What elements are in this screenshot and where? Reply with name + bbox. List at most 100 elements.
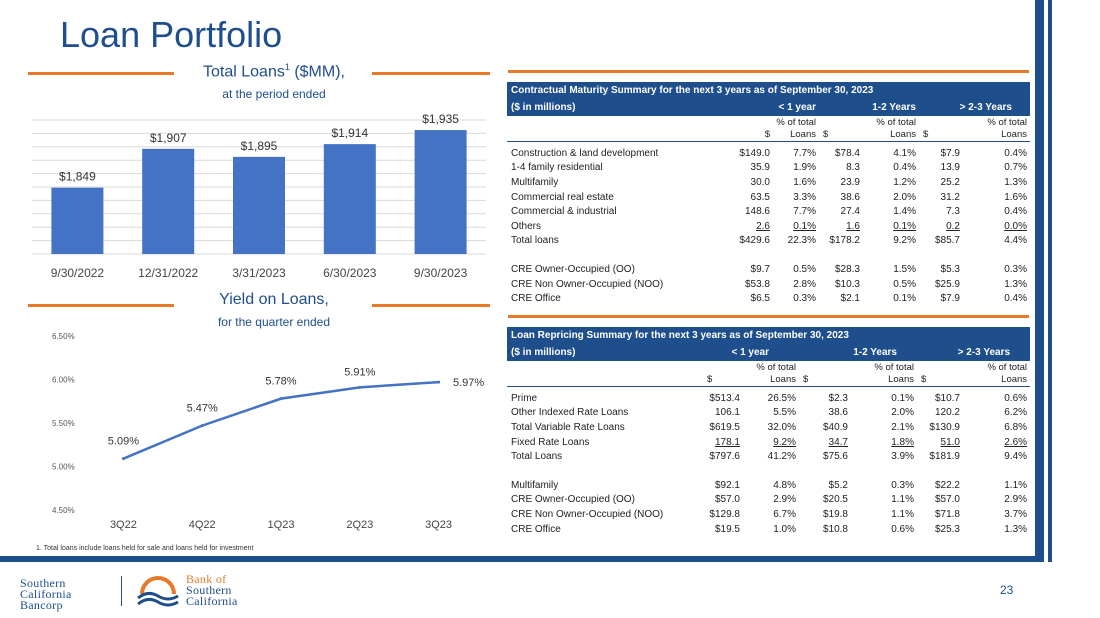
bar (323, 144, 376, 254)
southern-california-bancorp-logo: Southern California Bancorp (20, 576, 72, 611)
repricing-group-3: > 2-3 Years (917, 344, 1031, 361)
repricing-cre-cell: 2.9% (773, 494, 796, 506)
line-data-label: 5.91% (344, 366, 375, 378)
repricing-cre-cell: 6.7% (773, 508, 796, 520)
maturity-row: Total loans $429.6 22.3% $178.2 9.2% $85.7 4.4… (507, 234, 1030, 249)
maturity-cell: 63.5 (750, 191, 770, 203)
maturity-cell: 1.6% (1004, 191, 1027, 203)
x-tick-label: 9/30/2023 (414, 266, 468, 280)
repricing-cre-row: Multifamily $92.1 4.8% $5.2 0.3% $22.2 1.1% (507, 478, 1030, 493)
repricing-cell: 120.2 (934, 407, 960, 419)
repricing-cell: 41.2% (767, 451, 796, 463)
maturity-cre-row: CRE Office $6.5 0.3% $2.1 0.1% $7.9 0.4% (507, 291, 1030, 306)
bar (414, 130, 467, 254)
maturity-cre-cell: 1.5% (893, 263, 916, 275)
maturity-cell: $149.0 (739, 147, 770, 159)
logo-left-line1: Southern (20, 576, 66, 590)
maturity-cell: 1.6 (846, 220, 860, 232)
maturity-cre-row: CRE Owner-Occupied (OO) $9.7 0.5% $28.3 1.5%… (507, 262, 1030, 277)
y-tick-label: 4.50% (52, 506, 75, 515)
maturity-cell: 1.3% (1004, 176, 1027, 188)
line-data-label: 5.47% (187, 403, 218, 415)
maturity-cre-cell: 0.1% (893, 293, 916, 305)
footnote: 1. Total loans include loans held for sa… (36, 545, 254, 552)
repricing-cell: 9.2% (773, 436, 796, 448)
repricing-group-2: 1-2 Years (799, 344, 917, 361)
maturity-cell: 4.1% (893, 147, 916, 159)
repricing-cre-row-label: CRE Office (511, 523, 561, 535)
dollar-label: $ (919, 128, 963, 142)
yield-line-chart: 4.50% 5.00% 5.50% 6.00% 6.50% 5.09% 3Q22 5.47% 4… (52, 332, 484, 531)
yield-line (122, 380, 439, 460)
repricing-cre-row-label: Multifamily (511, 479, 559, 491)
repricing-row-label: Total Variable Rate Loans (511, 421, 625, 433)
repricing-cell: 0.1% (891, 392, 914, 404)
repricing-cell: 26.5% (767, 392, 796, 404)
maturity-cre-cell: $9.7 (750, 263, 770, 275)
repricing-row-label: Fixed Rate Loans (511, 436, 590, 448)
repricing-cre-cell: $57.0 (934, 494, 960, 506)
bar-data-label: $1,914 (331, 126, 368, 140)
bank-of-southern-california-logo: Bank of Southern California (186, 573, 238, 607)
x-tick-label: 12/31/2022 (138, 266, 198, 280)
maturity-cre-cell: $6.5 (750, 293, 770, 305)
maturity-cell: 0.4% (1004, 206, 1027, 218)
repricing-cell: 34.7 (828, 436, 848, 448)
pct-label-bottom: Loans (773, 128, 819, 142)
pct-label-bottom: Loans (743, 373, 799, 387)
repricing-cell: 178.1 (714, 436, 740, 448)
pct-label-top: % of total (987, 116, 1027, 128)
bar-data-label: $1,849 (59, 170, 96, 184)
total-loans-bar-chart: $1,849 9/30/2022 $1,907 12/31/2022 $1,895 3/3… (32, 112, 486, 280)
maturity-row-label: Construction & land development (511, 147, 659, 159)
repricing-cell: $40.9 (822, 421, 848, 433)
maturity-cell: 2.0% (893, 191, 916, 203)
maturity-cre-cell: 1.3% (1004, 278, 1027, 290)
maturity-table-title: Contractual Maturity Summary for the nex… (507, 82, 1030, 99)
maturity-cre-row-label: CRE Owner-Occupied (OO) (511, 263, 635, 275)
maturity-cre-cell: 0.5% (793, 263, 816, 275)
maturity-cell: 0.4% (1004, 147, 1027, 159)
pct-label-top: % of total (876, 116, 916, 128)
repricing-cell: 2.1% (891, 421, 914, 433)
logo-left-line2: California (20, 587, 72, 601)
repricing-row: Other Indexed Rate Loans 106.1 5.5% 38.6 2.0… (507, 406, 1030, 421)
maturity-cell: 38.6 (840, 191, 860, 203)
maturity-cre-cell: $53.8 (744, 278, 770, 290)
page-number: 23 (1000, 583, 1014, 597)
repricing-cell: 2.0% (891, 407, 914, 419)
maturity-table-unit: ($ in millions) (507, 99, 717, 116)
repricing-cell: $797.6 (709, 451, 740, 463)
accent-line-right-2 (372, 304, 490, 307)
footer-rule (0, 556, 1035, 562)
repricing-group-1: < 1 year (677, 344, 799, 361)
maturity-cre-row-label: CRE Office (511, 293, 561, 305)
repricing-cre-row: CRE Office $19.5 1.0% $10.8 0.6% $25.3 1.3% (507, 522, 1030, 537)
repricing-cre-cell: 1.1% (891, 508, 914, 520)
repricing-cell: $75.6 (822, 451, 848, 463)
pct-label-top: % of total (874, 361, 914, 373)
maturity-cell: 22.3% (787, 235, 816, 247)
maturity-row: 1-4 family residential 35.9 1.9% 8.3 0.4% 13.… (507, 161, 1030, 176)
maturity-cell: 35.9 (750, 162, 770, 174)
maturity-cre-row-label: CRE Non Owner-Occupied (NOO) (511, 278, 664, 290)
maturity-cre-cell: $28.3 (834, 263, 860, 275)
dollar-label: $ (799, 373, 851, 387)
repricing-summary-table: Loan Repricing Summary for the next 3 ye… (507, 327, 1031, 537)
maturity-cre-cell: $5.3 (940, 263, 960, 275)
maturity-cell: 0.4% (893, 162, 916, 174)
repricing-cell: $181.9 (929, 451, 960, 463)
maturity-cell: 3.3% (793, 191, 816, 203)
maturity-cell: 0.0% (1004, 220, 1027, 232)
repricing-cre-cell: 4.8% (773, 479, 796, 491)
maturity-row: Commercial & industrial 148.6 7.7% 27.4 1.4%… (507, 204, 1030, 219)
accent-line-left-1 (28, 72, 174, 75)
accent-line-right-1 (372, 72, 490, 75)
repricing-cre-cell: 1.1% (1004, 479, 1028, 491)
repricing-cre-cell: $25.3 (934, 523, 960, 535)
maturity-summary-table: Contractual Maturity Summary for the nex… (507, 82, 1030, 306)
maturity-table-body: Construction & land development $149.0 7.7… (507, 146, 1030, 248)
repricing-cell: 32.0% (767, 421, 796, 433)
maturity-row: Commercial real estate 63.5 3.3% 38.6 2.0% 31… (507, 190, 1030, 205)
maturity-cre-cell: 0.5% (893, 278, 916, 290)
